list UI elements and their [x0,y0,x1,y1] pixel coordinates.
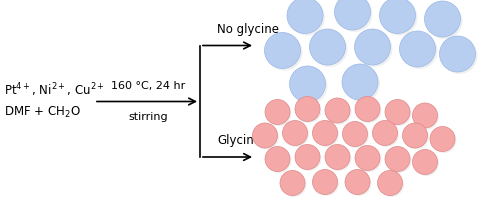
Ellipse shape [412,150,438,174]
Ellipse shape [326,146,351,171]
Ellipse shape [296,98,322,123]
Ellipse shape [344,123,369,148]
Ellipse shape [442,38,478,74]
Ellipse shape [378,170,402,196]
Ellipse shape [334,0,370,30]
Text: stirring: stirring [128,112,168,122]
Ellipse shape [295,145,320,170]
Ellipse shape [326,99,351,124]
Ellipse shape [282,172,306,197]
Ellipse shape [432,128,456,153]
Ellipse shape [385,146,410,172]
Ellipse shape [345,170,370,194]
Ellipse shape [344,66,380,102]
Ellipse shape [356,31,392,67]
Ellipse shape [414,151,439,176]
Ellipse shape [266,101,291,126]
Ellipse shape [312,31,348,67]
Ellipse shape [380,0,416,34]
Ellipse shape [265,146,290,172]
Ellipse shape [385,99,410,124]
Ellipse shape [342,121,367,146]
Ellipse shape [314,171,339,196]
Ellipse shape [266,34,302,70]
Ellipse shape [284,122,309,147]
Ellipse shape [312,170,338,194]
Ellipse shape [265,99,290,124]
Ellipse shape [374,122,399,147]
Ellipse shape [355,145,380,170]
Ellipse shape [280,170,305,196]
Ellipse shape [386,101,411,126]
Text: Pt$^{4+}$, Ni$^{2+}$, Cu$^{2+}$: Pt$^{4+}$, Ni$^{2+}$, Cu$^{2+}$ [4,82,105,99]
Text: Glycine: Glycine [218,134,262,147]
Ellipse shape [314,122,339,147]
Ellipse shape [325,145,350,170]
Ellipse shape [412,103,438,128]
Ellipse shape [336,0,372,32]
Ellipse shape [404,124,429,150]
Ellipse shape [310,29,346,65]
Ellipse shape [282,121,308,145]
Ellipse shape [372,121,398,145]
Ellipse shape [264,32,300,68]
Ellipse shape [287,0,323,34]
Ellipse shape [266,148,291,173]
Ellipse shape [382,0,418,36]
Text: 160 °C, 24 hr: 160 °C, 24 hr [111,80,185,90]
Ellipse shape [355,97,380,121]
Ellipse shape [354,29,390,65]
Ellipse shape [342,64,378,100]
Ellipse shape [356,98,382,123]
Ellipse shape [356,147,382,172]
Ellipse shape [424,1,460,37]
Text: DMF + CH$_2$O: DMF + CH$_2$O [4,104,80,119]
Ellipse shape [289,0,325,36]
Ellipse shape [296,146,322,171]
Ellipse shape [290,66,326,102]
Ellipse shape [252,123,278,148]
Ellipse shape [414,104,439,129]
Ellipse shape [386,148,411,173]
Ellipse shape [430,126,455,152]
Ellipse shape [426,3,462,39]
Ellipse shape [295,97,320,121]
Ellipse shape [346,171,372,196]
Ellipse shape [379,172,404,197]
Ellipse shape [402,123,427,148]
Text: No glycine: No glycine [218,22,280,36]
Ellipse shape [312,121,338,145]
Ellipse shape [400,31,436,67]
Ellipse shape [325,98,350,123]
Ellipse shape [292,68,328,104]
Ellipse shape [440,36,476,72]
Ellipse shape [402,33,438,69]
Ellipse shape [254,124,279,150]
